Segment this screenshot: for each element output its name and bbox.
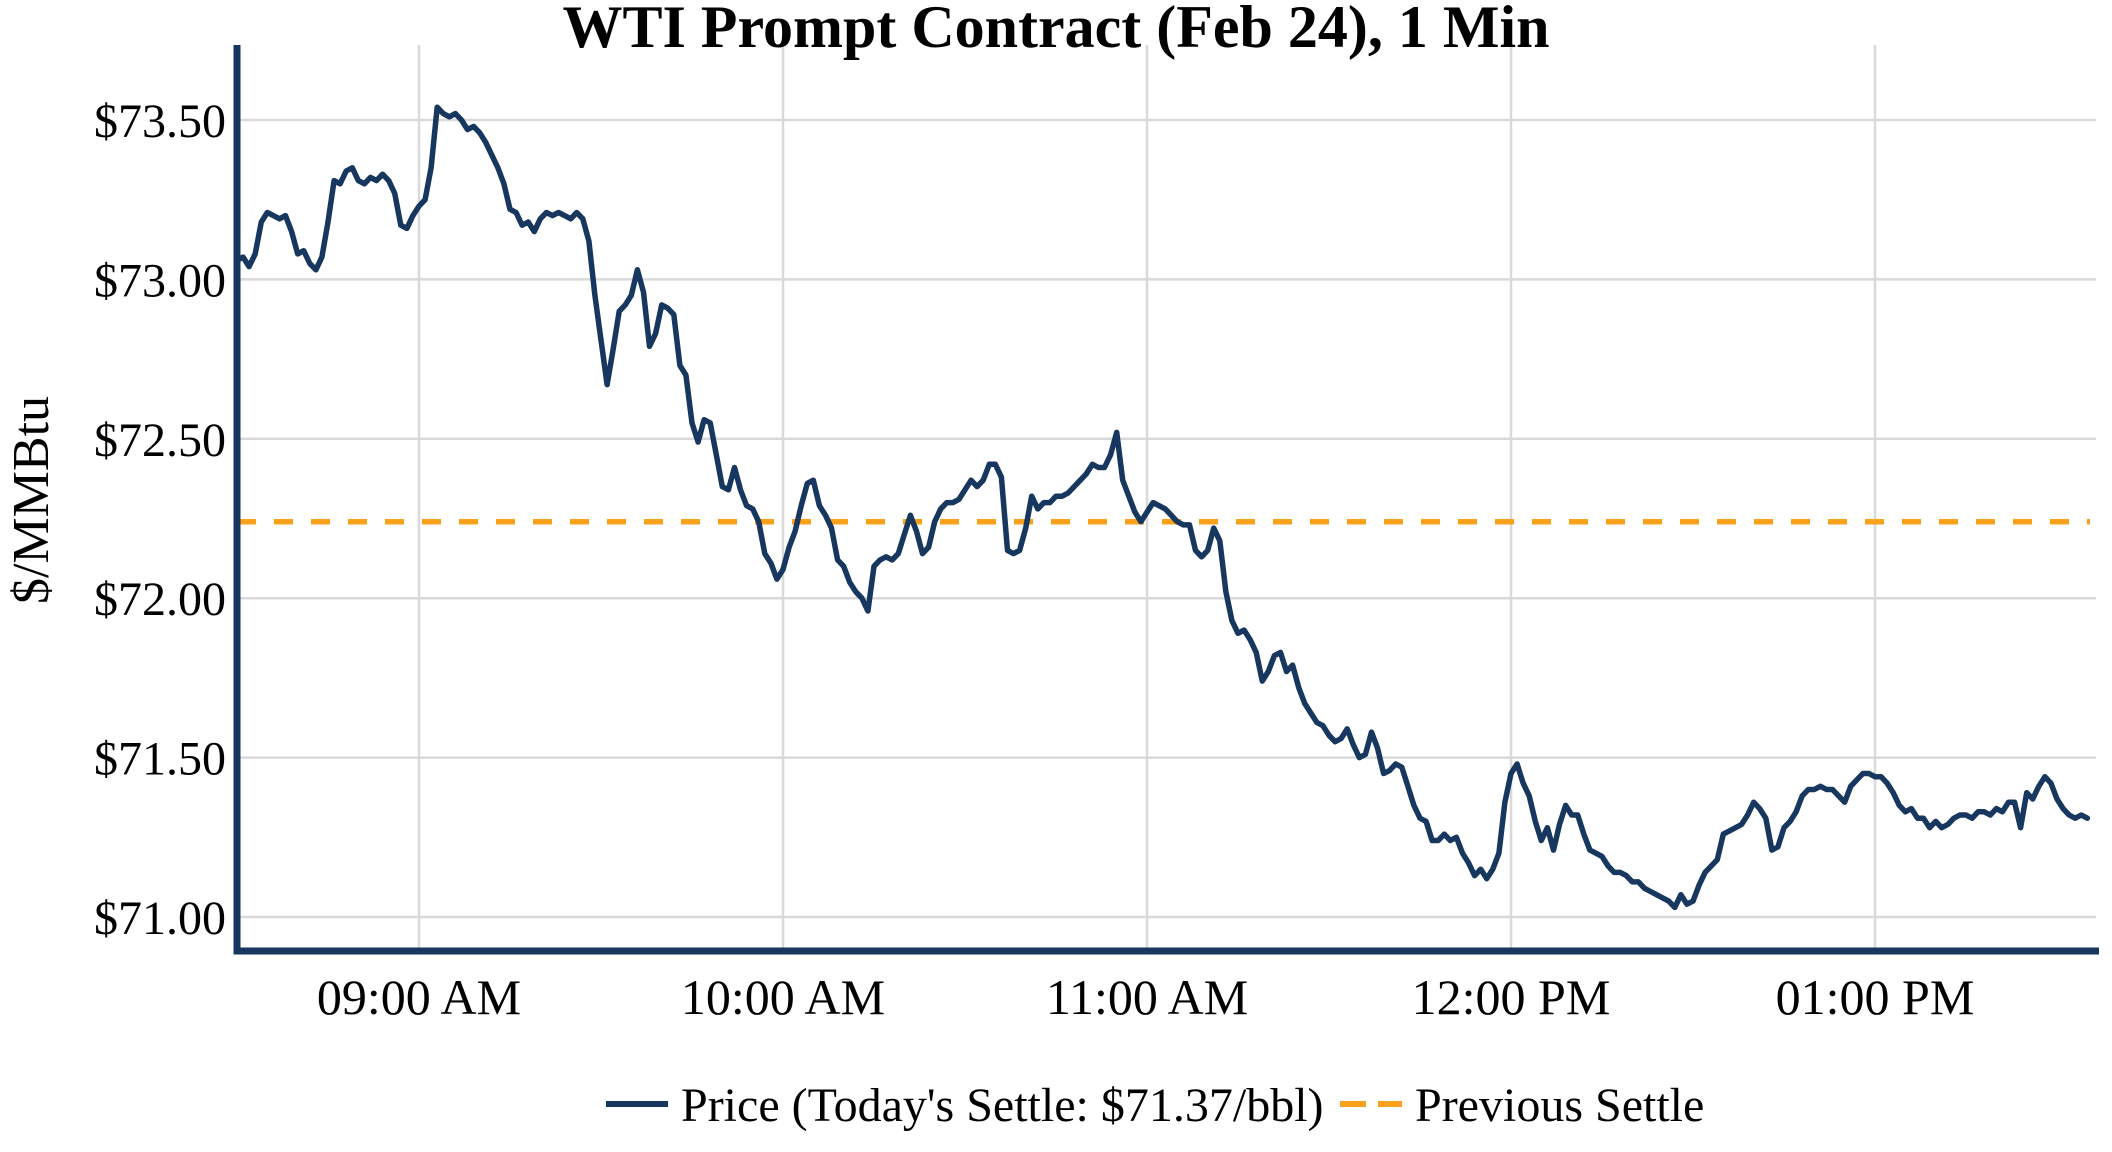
y-tick-label: $73.50 <box>94 95 226 148</box>
y-tick-label: $72.50 <box>94 414 226 467</box>
price-line <box>234 104 2091 911</box>
x-tick-label: 09:00 AM <box>317 969 521 1025</box>
y-axis-tick-labels: $73.50 $73.00 $72.50 $72.00 $71.50 $71.00 <box>94 95 226 945</box>
horizontal-gridlines <box>237 118 2096 919</box>
x-tick-label: 11:00 AM <box>1046 969 1248 1025</box>
y-tick-label: $71.50 <box>94 733 226 786</box>
y-tick-label: $72.00 <box>94 573 226 626</box>
legend-settle-label: Previous Settle <box>1415 1079 1704 1132</box>
x-tick-label: 10:00 AM <box>681 969 885 1025</box>
legend: Price (Today's Settle: $71.37/bbl) Previ… <box>606 1079 1704 1132</box>
chart-title: WTI Prompt Contract (Feb 24), 1 Min <box>562 0 1549 60</box>
legend-price-label: Price (Today's Settle: $71.37/bbl) <box>681 1079 1324 1132</box>
x-tick-label: 01:00 PM <box>1776 969 1975 1025</box>
x-tick-label: 12:00 PM <box>1412 969 1611 1025</box>
vertical-gridlines <box>417 45 1877 951</box>
x-axis-tick-labels: 09:00 AM 10:00 AM 11:00 AM 12:00 PM 01:00 PM <box>317 969 1974 1025</box>
y-axis-title: $/MMBtu <box>3 396 60 604</box>
y-tick-label: $71.00 <box>94 892 226 945</box>
y-tick-label: $73.00 <box>94 254 226 307</box>
